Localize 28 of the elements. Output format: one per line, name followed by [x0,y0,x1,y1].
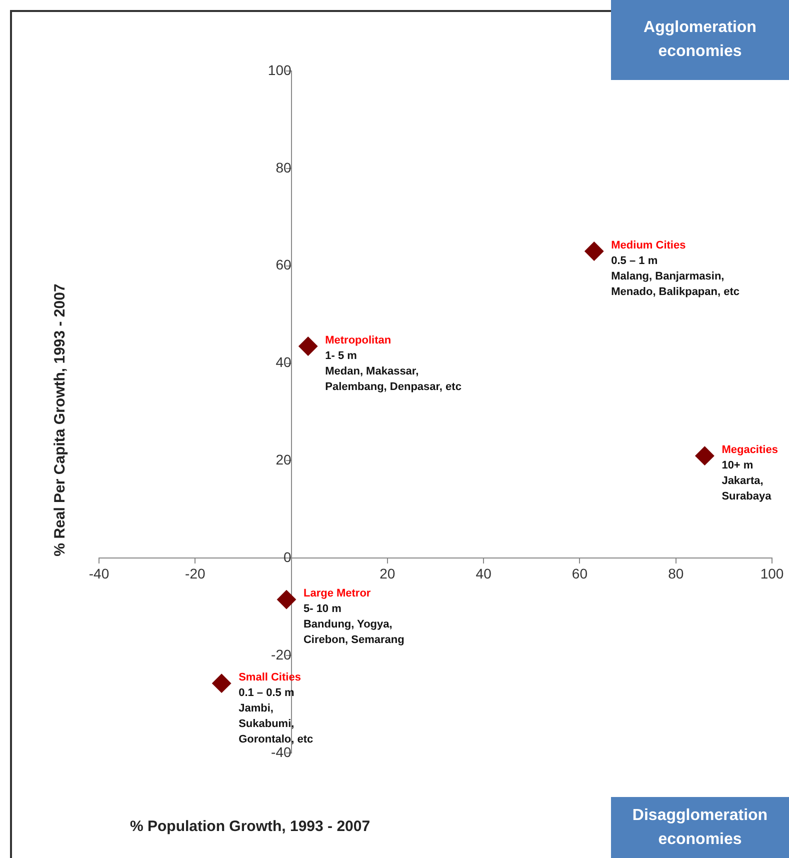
text-box: Agglomeration economies [611,0,789,80]
y-tick-label: -20 [271,646,292,662]
text-box: Disagglomeration economies [611,797,789,858]
annotation: Megacities 10+ m Jakarta, Surabaya [722,444,778,502]
y-axis-title: % Real Per Capita Growth, 1993 - 2007 [52,284,68,556]
x-tick-label: -40 [88,565,110,582]
x-axis-title: % Population Growth, 1993 - 2007 [130,818,370,835]
x-tick-label: 80 [668,565,684,582]
x-tick-label: 60 [572,565,588,582]
y-tick-label: 40 [276,354,292,370]
point [584,242,604,261]
point [276,590,296,610]
y-tick-label: 20 [276,452,292,468]
y-tick-label: 100 [268,62,292,78]
annotation: Small Cities 0.1 – 0.5 m Jambi, Sukabumi, Gorontalo, etc [238,671,314,746]
x-tick-label: 40 [476,565,492,582]
point [298,336,318,356]
annotation: Metropolitan 1- 5 m Medan, Makassar, Palembang, Denpasar, etc [325,334,462,393]
annotation: Large Metror 5- 10 m Bandung, Yogya, Cirebon, Semarang [303,588,404,646]
point [212,674,232,693]
point [695,446,714,466]
annotation: Medium Cities 0.5 – 1 m Malang, Banjarmasin, Menado, Balikpapan, etc [611,239,740,298]
y-tick-label: 80 [276,159,292,176]
y-tick-label: -40 [271,744,292,760]
x-tick-label: 100 [760,565,784,582]
x-tick-label: 20 [380,565,396,582]
y-tick-label: 60 [276,256,292,273]
x-tick-label: -20 [185,565,206,582]
